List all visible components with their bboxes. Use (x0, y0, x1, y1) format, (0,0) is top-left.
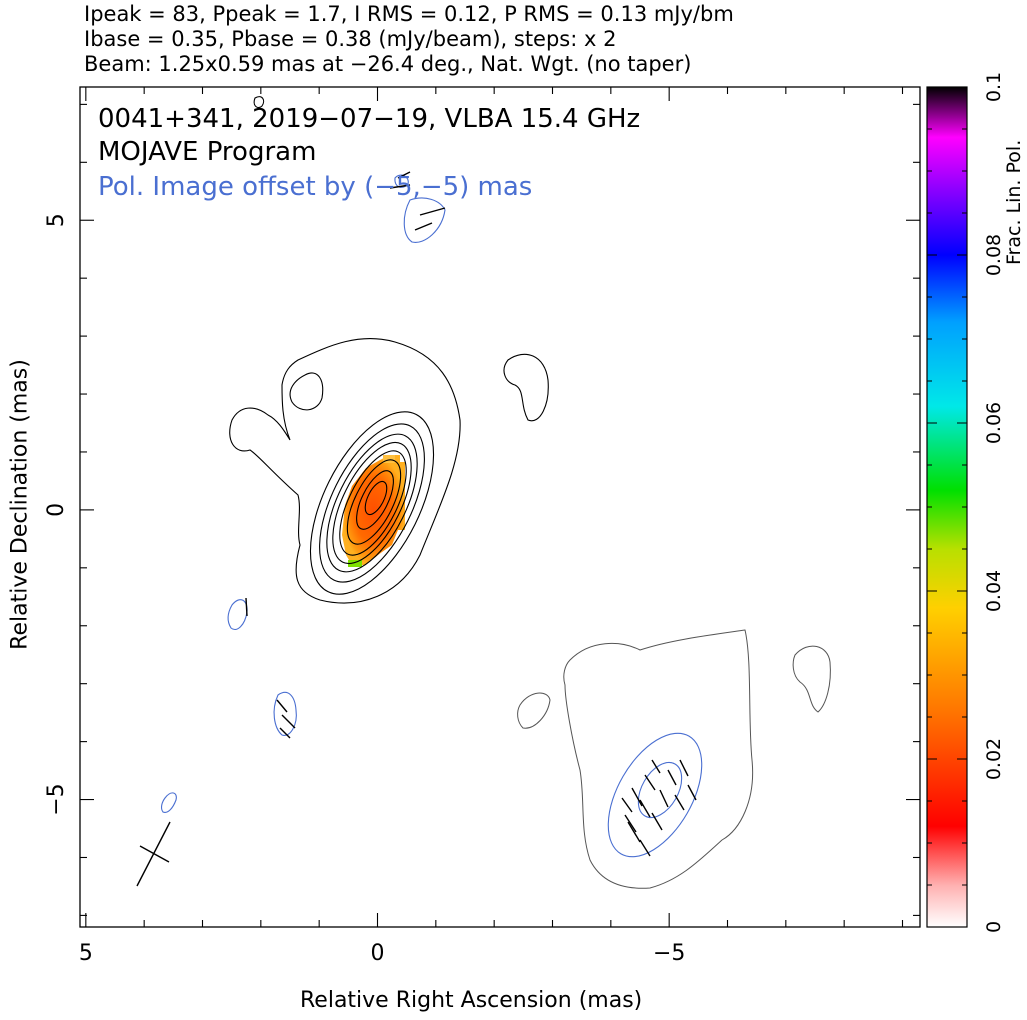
x-tick-label: 5 (79, 941, 93, 966)
header-line-3: Beam: 1.25x0.59 mas at −26.4 deg., Nat. … (84, 52, 692, 76)
intensity-contours (229, 96, 549, 604)
colorbar-tick-label: 0 (983, 921, 1005, 933)
pol-contours (160, 174, 703, 858)
beam-symbol (136, 821, 171, 887)
colorbar-tick-label: 0.02 (983, 738, 1005, 780)
y-tick-label: −5 (44, 783, 69, 815)
x-axis-label: Relative Right Ascension (mas) (300, 988, 643, 1013)
colorbar-tick-label: 0.08 (983, 234, 1005, 276)
core-pol-patch (342, 455, 405, 567)
y-axis-ticks: 5 0 −5 (44, 103, 920, 916)
source-annotation: 0041+341, 2019−07−19, VLBA 15.4 GHz (98, 104, 640, 134)
jet-contours (517, 629, 831, 889)
colorbar-tick-label: 0.04 (983, 570, 1005, 612)
colorbar-label: Frac. Lin. Pol. (1003, 140, 1025, 265)
x-tick-label: −5 (653, 941, 685, 966)
header-line-2: Ibase = 0.35, Pbase = 0.38 (mJy/beam), s… (84, 27, 617, 51)
y-tick-label: 5 (44, 213, 69, 227)
x-tick-label: 0 (371, 941, 385, 966)
colorbar-tick-label: 0.06 (983, 402, 1005, 444)
y-axis-label: Relative Declination (mas) (7, 359, 33, 650)
y-tick-label: 0 (44, 503, 69, 517)
colorbar-tick-label: 0.1 (983, 72, 1005, 102)
header-line-1: Ipeak = 83, Ppeak = 1.7, I RMS = 0.12, P… (84, 2, 734, 26)
evpa-ticks (245, 171, 697, 857)
program-annotation: MOJAVE Program (98, 137, 316, 167)
x-axis-ticks: 5 0 −5 (79, 87, 904, 966)
plot-frame (79, 86, 921, 928)
colorbar (926, 86, 968, 928)
colorbar-ticks: 0 0.02 0.04 0.06 0.08 0.1 (927, 72, 1005, 933)
offset-annotation: Pol. Image offset by (−5,−5) mas (98, 172, 532, 202)
